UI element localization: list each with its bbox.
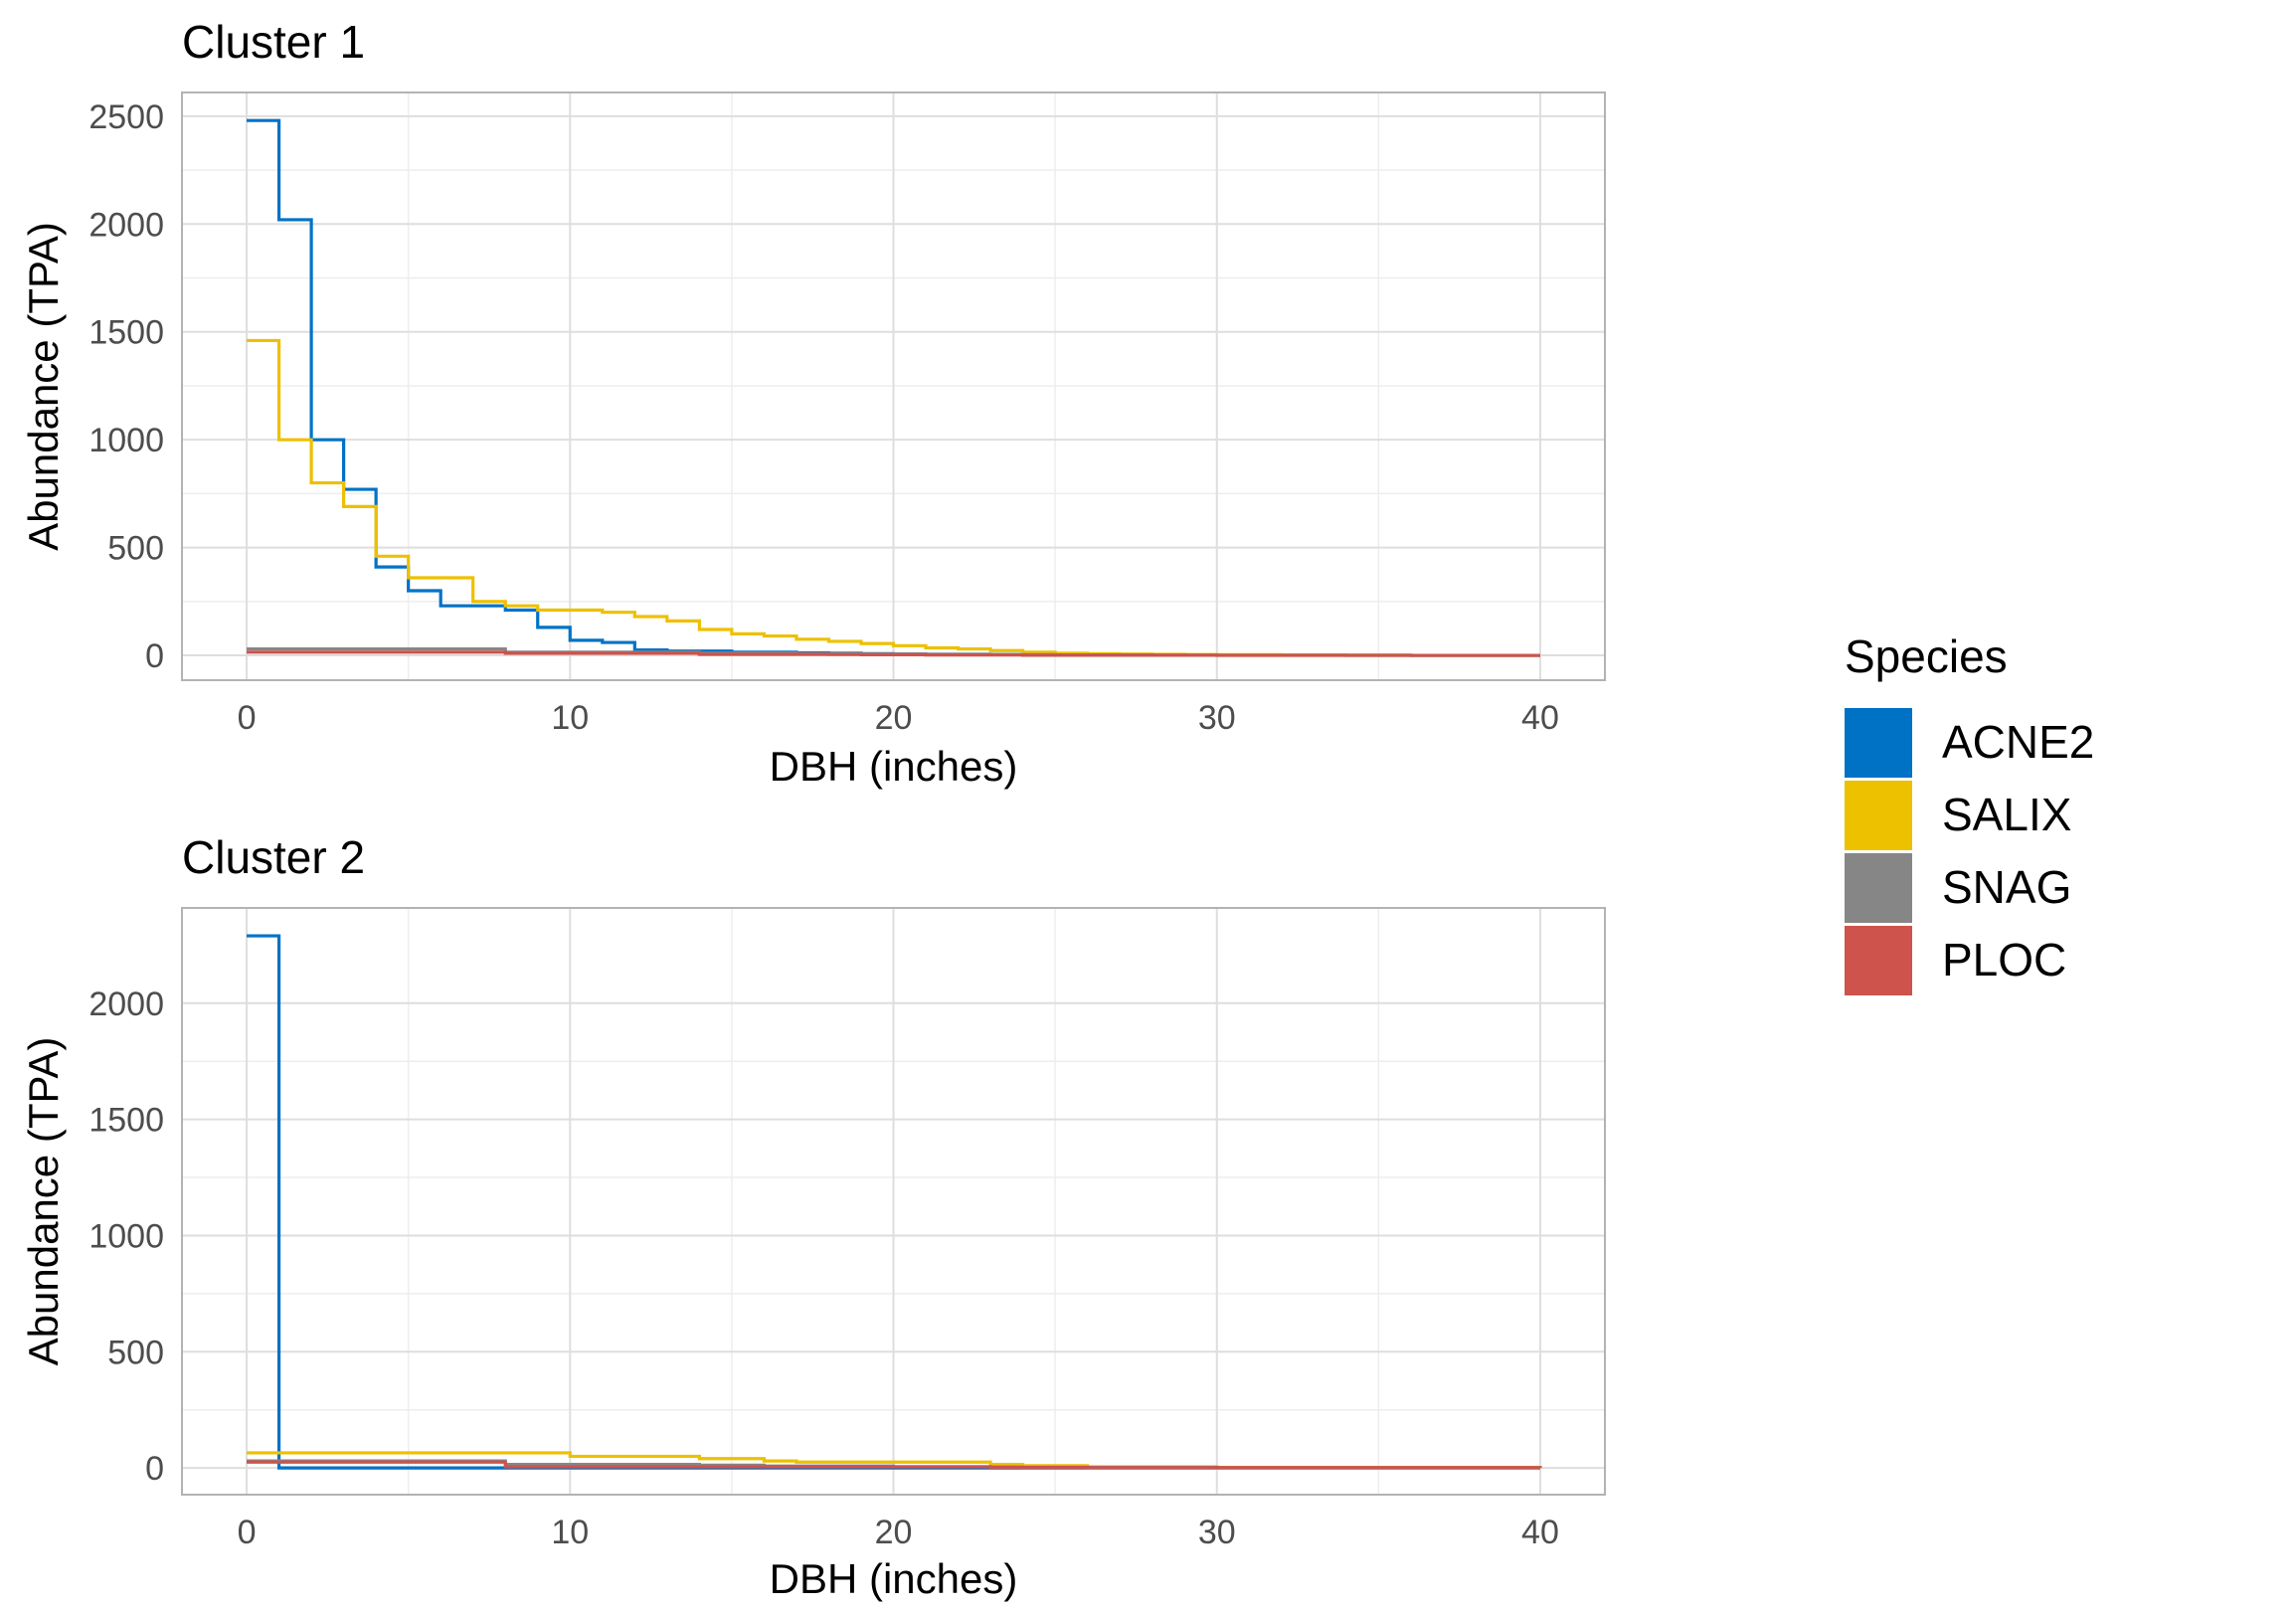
- y-tick-label: 1000: [88, 422, 164, 459]
- panel-border: [181, 91, 1606, 681]
- legend-label-snag: SNAG: [1942, 861, 2071, 913]
- y-tick-label: 2000: [88, 985, 164, 1023]
- y-tick-label: 2500: [88, 98, 164, 136]
- legend-swatch-ploc: [1845, 926, 1912, 995]
- x-tick-label: 30: [1198, 699, 1236, 737]
- panel-border: [181, 907, 1606, 1496]
- legend-swatch-snag: [1845, 853, 1912, 923]
- x-tick-label: 0: [238, 1514, 257, 1551]
- x-tick-label: 20: [875, 1514, 913, 1551]
- x-tick-label: 10: [551, 1514, 589, 1551]
- legend-label-acne2: ACNE2: [1942, 716, 2094, 768]
- panel-title: Cluster 2: [182, 831, 365, 883]
- y-axis-label: Abundance (TPA): [20, 222, 67, 551]
- y-tick-label: 1500: [88, 314, 164, 352]
- legend-label-ploc: PLOC: [1942, 934, 2066, 985]
- x-tick-label: 40: [1521, 699, 1559, 737]
- panel-title: Cluster 1: [182, 16, 365, 68]
- panel-2: 0 10 20 30 40 0 500 1000 1500 2000 Cluster 2 DBH (i…: [20, 831, 1606, 1602]
- legend-swatch-salix: [1845, 781, 1912, 850]
- legend-swatch-acne2: [1845, 708, 1912, 778]
- y-tick-label: 2000: [88, 206, 164, 244]
- legend-title: Species: [1845, 630, 2008, 682]
- panel-1: 0 10 20 30 40 0 500 1000 1500 2000 2500 Cluster 1 DB…: [20, 16, 1606, 790]
- x-tick-label: 0: [238, 699, 257, 737]
- y-tick-label: 1000: [88, 1217, 164, 1255]
- y-tick-label: 500: [107, 1334, 164, 1371]
- series-line-ploc: [247, 1460, 1542, 1470]
- y-tick-label: 0: [145, 637, 164, 675]
- y-tick-label: 500: [107, 530, 164, 568]
- x-tick-label: 20: [875, 699, 913, 737]
- legend-label-salix: SALIX: [1942, 789, 2071, 840]
- x-tick-label: 40: [1521, 1514, 1559, 1551]
- x-axis-label: DBH (inches): [770, 1555, 1018, 1602]
- y-tick-label: 0: [145, 1450, 164, 1488]
- x-tick-label: 30: [1198, 1514, 1236, 1551]
- y-axis-label: Abundance (TPA): [20, 1037, 67, 1366]
- x-tick-label: 10: [551, 699, 589, 737]
- x-axis-label: DBH (inches): [770, 743, 1018, 790]
- legend: Species ACNE2 SALIX SNAG PLOC: [1845, 630, 2094, 995]
- series-line-ploc: [247, 650, 1540, 657]
- y-tick-label: 1500: [88, 1102, 164, 1140]
